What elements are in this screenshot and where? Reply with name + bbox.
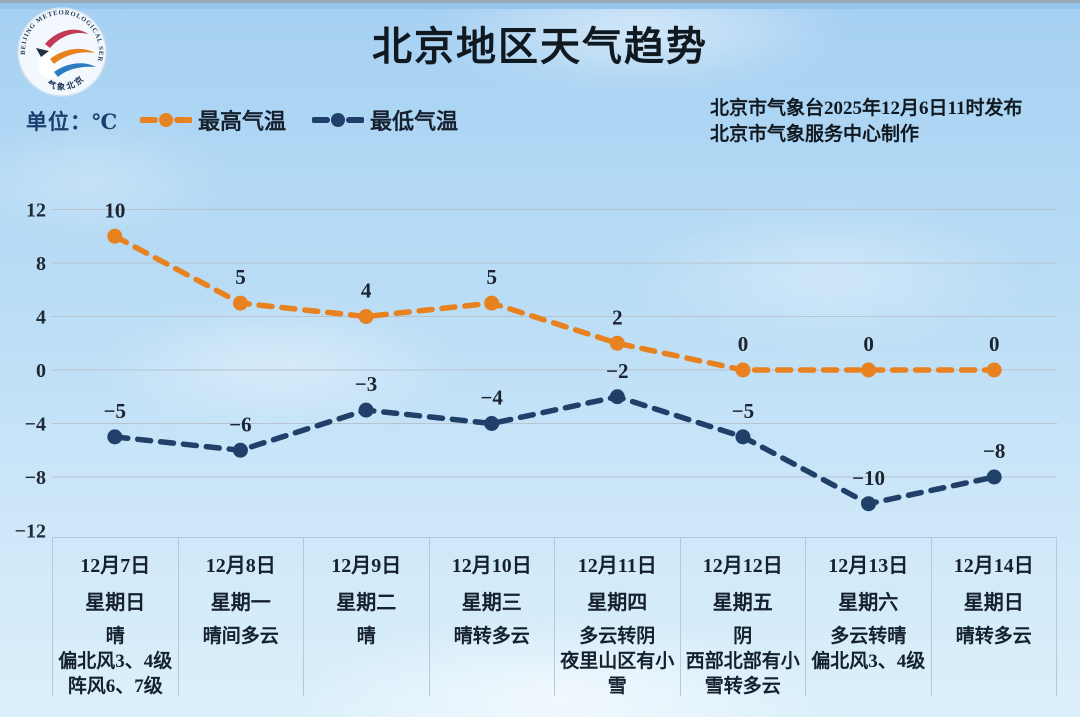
- low-temp-value-label: −5: [732, 399, 754, 423]
- unit-label: 单位：℃: [26, 110, 119, 134]
- high-temp-data-point: [484, 295, 500, 311]
- forecast-weather-text: 晴转多云: [453, 626, 530, 647]
- forecast-weekday: 星期五: [712, 592, 773, 614]
- forecast-weekday: 星期六: [838, 592, 899, 614]
- forecast-column: 12月12日 星期五阴 西部北部有小雪转多云: [679, 538, 806, 696]
- y-axis-tick-label: −8: [25, 467, 46, 489]
- logo-blue-swoosh: [54, 63, 96, 77]
- unit-row: 单位：℃: [26, 106, 118, 136]
- produced-line: 北京市气象服务中心制作: [710, 124, 920, 145]
- high-temp-value-label: 2: [612, 305, 623, 329]
- forecast-date: 12月13日: [828, 555, 909, 577]
- forecast-column: 12月9日星期二晴: [303, 538, 429, 696]
- forecast-weekday: 星期日: [963, 592, 1024, 614]
- forecast-date: 12月12日: [702, 555, 783, 577]
- high-temp-value-label: 5: [486, 265, 497, 289]
- forecast-weather-text: 晴间多云: [202, 626, 279, 647]
- low-temp-value-label: −10: [852, 466, 885, 490]
- y-axis-tick-label: 8: [36, 253, 46, 275]
- low-temp-value-label: −3: [355, 372, 377, 396]
- low-temp-data-point: [107, 429, 123, 445]
- top-edge-strip: [0, 0, 1080, 3]
- logo-red-swoosh: [45, 29, 88, 48]
- high-temp-data-point: [735, 362, 751, 378]
- high-temp-data-point: [986, 362, 1002, 378]
- legend-item-high-temp: 最高气温: [140, 104, 286, 136]
- forecast-date: 12月10日: [451, 555, 532, 577]
- low-temp-data-point: [232, 442, 248, 458]
- y-axis-tick-label: 4: [36, 307, 46, 329]
- legend-label-high-temp: 最高气温: [198, 109, 287, 134]
- forecast-weekday: 星期二: [336, 592, 397, 614]
- forecast-date: 12月14日: [953, 555, 1034, 577]
- logo-orange-swoosh: [50, 48, 95, 64]
- low-temp-value-label: −8: [983, 439, 1005, 463]
- forecast-date: 12月11日: [577, 555, 657, 577]
- forecast-weekday: 星期三: [461, 592, 522, 614]
- forecast-weather-text: 晴转多云: [955, 626, 1032, 647]
- high-temp-data-point: [358, 309, 374, 324]
- low-temp-data-point: [986, 469, 1002, 485]
- issue-info: 北京市气象台2025年12月6日11时发布 北京市气象服务中心制作: [710, 96, 1070, 148]
- forecast-column: 12月8日星期一晴间多云: [177, 538, 304, 696]
- low-temp-value-label: −2: [606, 359, 628, 383]
- y-axis-tick-label: −4: [25, 414, 46, 436]
- high-temp-line: [112, 233, 997, 373]
- high-temp-value-label: 0: [989, 332, 1000, 356]
- low-temp-data-point: [358, 402, 374, 418]
- forecast-weekday: 星期日: [85, 592, 146, 614]
- y-axis-tick-label: 0: [36, 360, 46, 382]
- high-temp-data-point: [232, 295, 248, 311]
- beijing-meteorological-service-logo-icon: BEIJING METEOROLOGICAL SERVICE 气象北京: [16, 6, 107, 97]
- forecast-date: 12月8日: [205, 555, 276, 577]
- low-temp-data-point: [609, 389, 625, 405]
- forecast-column: 12月13日 星期六多云转晴 偏北风3、4级: [805, 538, 931, 696]
- forecast-date: 12月9日: [331, 555, 402, 577]
- forecast-column: 12月11日 星期四多云转阴 夜里山区有小雪: [554, 538, 680, 696]
- low-temp-data-point: [861, 496, 877, 512]
- chart-legend: 最高气温 最低气温: [140, 104, 458, 136]
- logo-arrow-shape: [36, 48, 49, 57]
- high-temp-value-label: 4: [361, 279, 372, 303]
- high-temp-value-label: 0: [738, 332, 749, 356]
- forecast-weekday: 星期一: [210, 592, 271, 614]
- low-temp-line-marker-icon: [312, 113, 365, 127]
- forecast-weather-text: 晴: [356, 626, 376, 647]
- high-temp-value-label: 0: [863, 332, 874, 356]
- high-temp-line-marker-icon: [140, 113, 192, 127]
- legend-label-low-temp: 最低气温: [370, 109, 459, 134]
- forecast-column: 12月14日 星期日晴转多云: [930, 538, 1057, 696]
- high-temp-data-point: [861, 362, 877, 378]
- low-temp-line: [112, 394, 997, 507]
- forecast-table: 12月7日 星期日晴 偏北风3、4级 阵风6、7级 12月8日 星期一 晴间多云 12月9…: [52, 537, 1057, 696]
- forecast-weather-text: 多云转阴 夜里山区有小雪: [560, 626, 675, 696]
- forecast-weather-text: 晴 偏北风3、4级 阵风6、7级: [58, 626, 173, 696]
- y-axis-tick-label: −12: [15, 521, 46, 543]
- y-axis-tick-label: 12: [26, 200, 46, 222]
- low-temp-data-point: [484, 416, 500, 431]
- forecast-weekday: 星期四: [587, 592, 648, 614]
- low-temp-value-label: −4: [480, 386, 503, 410]
- forecast-column: 12月10日 星期三晴转多云: [428, 538, 555, 696]
- page-title: 北京地区天气趋势: [372, 24, 708, 69]
- low-temp-data-point: [735, 429, 751, 445]
- high-temp-data-point: [107, 228, 123, 244]
- forecast-weather-text: 多云转晴 偏北风3、4级: [811, 626, 926, 672]
- high-temp-value-label: 10: [104, 198, 125, 222]
- high-temp-value-label: 5: [235, 265, 246, 289]
- forecast-weather-text: 阴 西部北部有小雪转多云: [685, 626, 800, 696]
- low-temp-value-label: −5: [104, 399, 126, 423]
- forecast-column: 12月7日星期日晴 偏北风3、4级 阵风6、7级: [52, 538, 178, 696]
- issued-line: 北京市气象台2025年12月6日11时发布: [710, 98, 1023, 119]
- low-temp-value-label: −6: [229, 412, 251, 436]
- forecast-date: 12月7日: [80, 555, 151, 577]
- top-edge-strip-inner: [0, 3, 1080, 9]
- high-temp-data-point: [609, 335, 625, 351]
- legend-item-low-temp: 最低气温: [312, 104, 458, 136]
